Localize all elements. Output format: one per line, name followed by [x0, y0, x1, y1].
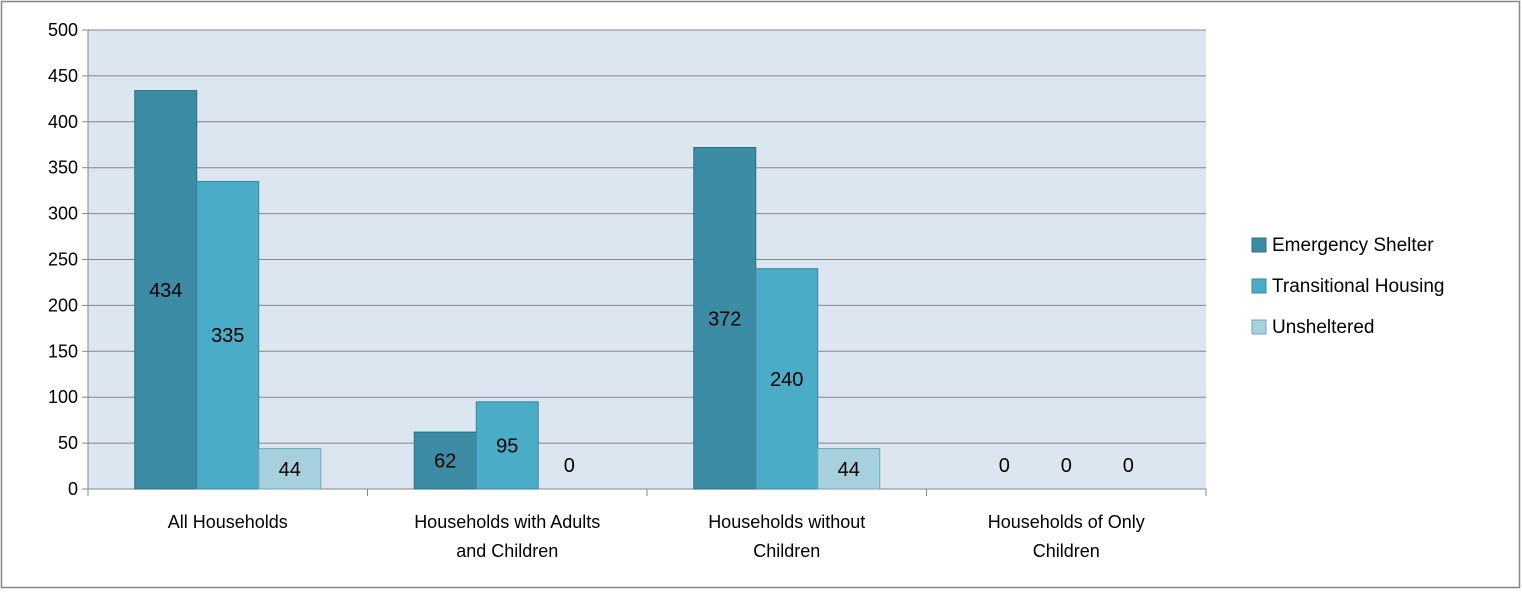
y-tick-label: 0 [68, 479, 78, 499]
y-tick-label: 300 [48, 204, 78, 224]
data-label: 44 [838, 459, 860, 481]
data-label: 62 [434, 451, 456, 473]
y-tick-label: 200 [48, 295, 78, 315]
data-label: 434 [149, 280, 182, 302]
data-label: 0 [564, 455, 575, 477]
bar-transitional-housing [475, 401, 539, 490]
y-tick-label: 500 [48, 20, 78, 40]
data-label: 335 [211, 325, 244, 347]
y-tick-label: 100 [48, 387, 78, 407]
legend-label: Emergency Shelter [1272, 235, 1434, 256]
x-category-label: Households with Adults [414, 512, 600, 532]
legend-swatch [1251, 237, 1267, 253]
data-label: 372 [708, 308, 741, 330]
data-label: 95 [496, 435, 518, 457]
bar-emergency-shelter [693, 147, 757, 490]
plot-area: 0 50 100 150 200 250 300 350 400 450 500 All Househ… [48, 20, 1207, 561]
x-category-label: All Households [168, 512, 288, 532]
y-tick-label: 400 [48, 112, 78, 132]
y-tick-label: 450 [48, 66, 78, 86]
x-category-label: Children [753, 541, 820, 561]
y-tick-label: 150 [48, 341, 78, 361]
data-label: 44 [279, 459, 301, 481]
x-category-label: Households of Only [988, 512, 1145, 532]
legend-label: Transitional Housing [1272, 276, 1445, 297]
x-category-label: Households without [708, 512, 865, 532]
bar-transitional-housing [196, 180, 260, 490]
data-label: 240 [770, 369, 803, 391]
data-label: 0 [999, 455, 1010, 477]
legend-label: Unsheltered [1272, 317, 1374, 338]
legend-swatch [1251, 319, 1267, 335]
x-category-label: and Children [456, 541, 558, 561]
data-label: 0 [1061, 455, 1072, 477]
legend-swatch [1251, 278, 1267, 294]
legend: Emergency Shelter Transitional Housing Uns… [1251, 235, 1445, 338]
x-category-label: Children [1033, 541, 1100, 561]
y-tick-label: 250 [48, 250, 78, 270]
y-tick-label: 50 [58, 433, 78, 453]
bar-emergency-shelter [413, 431, 477, 490]
data-label: 0 [1123, 455, 1134, 477]
bar-transitional-housing [755, 268, 819, 490]
y-tick-label: 350 [48, 158, 78, 178]
bar-unsheltered [817, 448, 881, 490]
bar-unsheltered [258, 448, 322, 490]
